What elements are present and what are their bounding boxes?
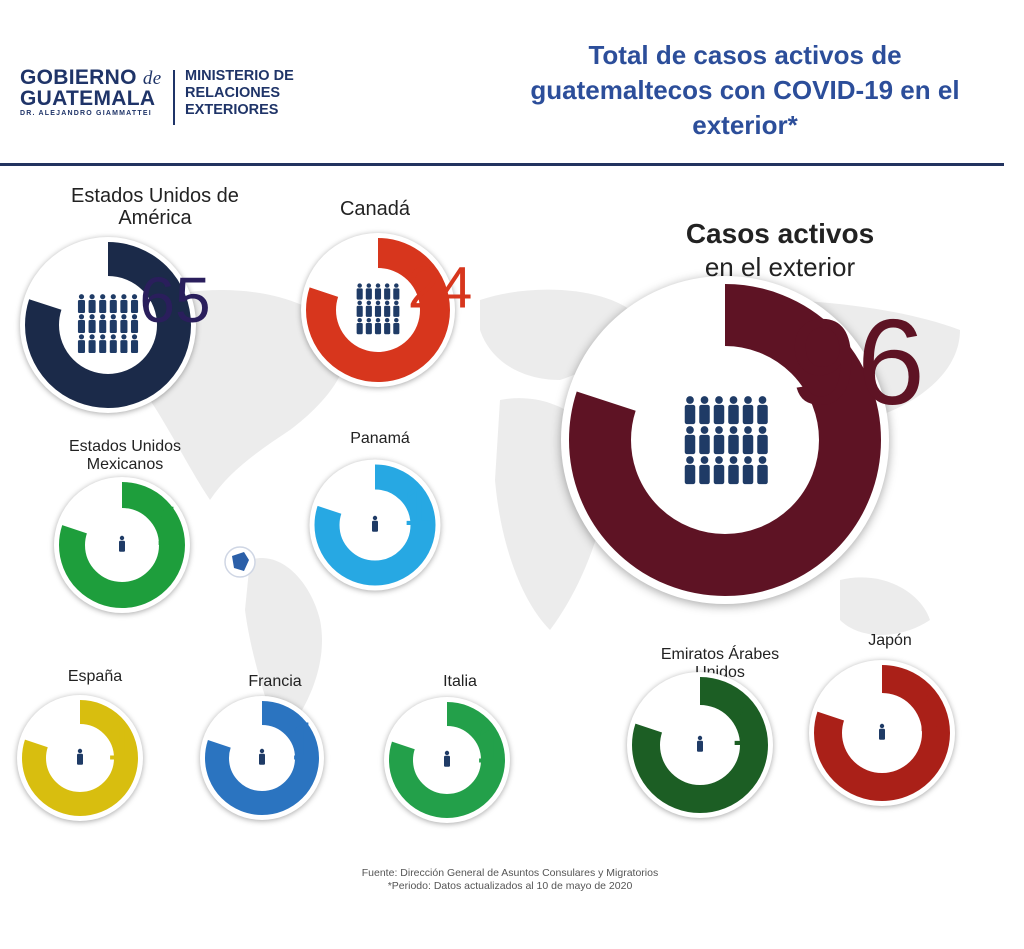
title-line2: guatemaltecos con COVID-19 en el xyxy=(530,75,960,105)
total-value: 96 xyxy=(789,294,925,430)
people-icon xyxy=(444,750,450,767)
people-icon xyxy=(879,723,885,740)
donut-arc xyxy=(205,701,319,815)
value-label: 65 xyxy=(139,264,210,336)
donut-0: 65 xyxy=(20,237,211,413)
logo-de: de xyxy=(142,68,162,89)
ministry-name: MINISTERIO DE RELACIONES EXTERIORES xyxy=(185,68,294,119)
ministry-line2: RELACIONES xyxy=(185,85,281,101)
people-icon xyxy=(372,515,378,532)
donut-arc xyxy=(25,242,191,408)
donut-7: 1 xyxy=(627,672,773,818)
value-label: 1 xyxy=(402,474,433,537)
logo-line2: GUATEMALA xyxy=(20,87,156,110)
government-logo: GOBIERNO de GUATEMALA xyxy=(20,66,162,110)
value-label: 1 xyxy=(475,714,505,774)
country-label-usa: Estados Unidos de América xyxy=(71,185,239,229)
value-label: 1 xyxy=(290,711,320,771)
donut-6: 1 xyxy=(384,697,510,823)
donut-4: 1 xyxy=(17,695,143,821)
people-icon xyxy=(356,283,400,335)
value-label: 1 xyxy=(154,494,185,557)
logo-line1: GOBIERNO xyxy=(20,66,137,89)
value-label: 1 xyxy=(730,694,761,757)
value-label: 1 xyxy=(106,711,136,771)
period-text: *Periodo: Datos actualizados al 10 de ma… xyxy=(387,880,633,892)
logo-subtitle: DR. ALEJANDRO GIAMMATTEI xyxy=(20,110,152,117)
donut-8: 1 xyxy=(809,660,955,806)
ministry-line3: EXTERIORES xyxy=(185,102,279,118)
donut-arc xyxy=(314,464,436,586)
title-line3: exterior* xyxy=(692,110,798,140)
total-label-line1: Casos activos xyxy=(685,218,875,249)
people-icon xyxy=(77,748,83,765)
country-label-spain: España xyxy=(67,668,123,685)
country-label-italy: Italia xyxy=(443,673,477,690)
people-icon xyxy=(684,396,768,485)
guatemala-marker xyxy=(224,546,256,578)
header-divider xyxy=(0,163,1004,166)
donut-2: 1 xyxy=(54,477,190,613)
ministry-line1: MINISTERIO DE xyxy=(185,68,294,84)
total-donut-arc xyxy=(569,284,881,596)
donut-arc xyxy=(22,700,138,816)
country-label-canada: Canadá xyxy=(339,198,411,220)
people-icon xyxy=(259,748,265,765)
donut-5: 1 xyxy=(200,696,324,820)
source-text: Fuente: Dirección General de Asuntos Con… xyxy=(361,867,659,879)
value-label: 1 xyxy=(917,680,948,743)
total-donut: 96 xyxy=(561,276,925,604)
donut-arc xyxy=(632,677,768,813)
country-label-france: Francia xyxy=(248,673,302,690)
donut-arc xyxy=(814,665,950,801)
people-icon xyxy=(119,535,125,552)
country-label-uae: Emiratos Árabes Unidos xyxy=(660,646,780,681)
title-line1: Total de casos activos de xyxy=(588,40,902,70)
donut-arc xyxy=(306,238,450,382)
value-label: 24 xyxy=(408,255,473,320)
country-label-japan: Japón xyxy=(868,632,912,649)
donut-arc xyxy=(59,482,185,608)
page-title: Total de casos activos de guatemaltecos … xyxy=(470,38,1020,143)
donut-1: 24 xyxy=(301,233,472,387)
source-note: Fuente: Dirección General de Asuntos Con… xyxy=(250,867,770,893)
people-icon xyxy=(77,294,139,354)
donut-arc xyxy=(389,702,505,818)
country-label-panama: Panamá xyxy=(350,430,410,447)
people-icon xyxy=(697,735,703,752)
donut-3: 1 xyxy=(309,459,441,591)
logo-divider xyxy=(173,70,175,125)
country-label-mexico: Estados Unidos Mexicanos xyxy=(68,438,182,473)
